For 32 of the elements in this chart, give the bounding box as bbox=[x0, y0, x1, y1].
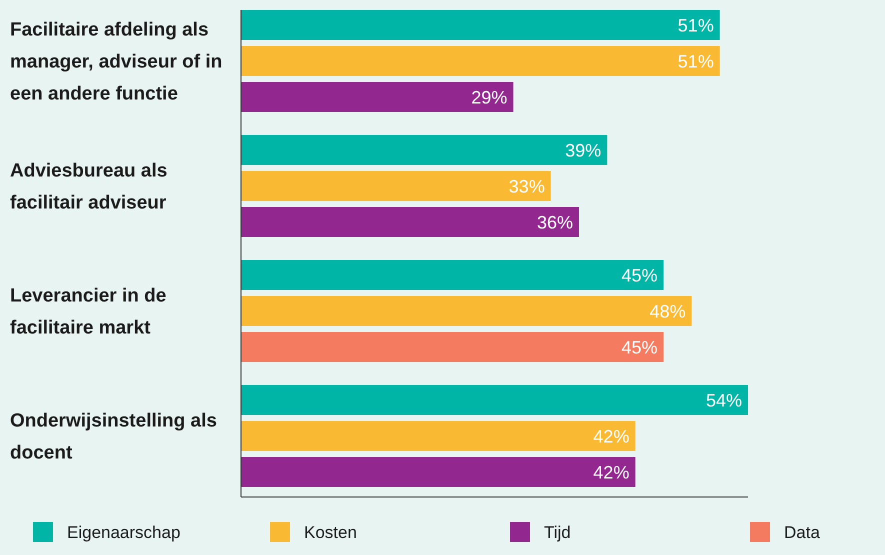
y-tick-label: Onderwijsinstelling als docent bbox=[10, 410, 217, 464]
data-label: 48% bbox=[650, 301, 686, 322]
bar bbox=[241, 296, 692, 326]
data-label: 36% bbox=[536, 212, 573, 232]
bar bbox=[241, 46, 720, 76]
bar bbox=[241, 457, 636, 487]
y-tick-label: Leverancier in de facilitaire markt bbox=[10, 286, 166, 339]
bar bbox=[241, 135, 608, 165]
data-label: 51% bbox=[678, 51, 714, 72]
legend-label: Tijd bbox=[544, 522, 571, 542]
bar bbox=[241, 421, 636, 451]
y-tick-label: Adviesbureau als facilitair adviseur bbox=[10, 160, 168, 214]
bar bbox=[241, 171, 551, 201]
data-label: 42% bbox=[593, 462, 630, 482]
bar bbox=[241, 260, 664, 290]
bar bbox=[241, 207, 579, 237]
data-label: 42% bbox=[593, 426, 630, 446]
data-label: 54% bbox=[706, 390, 742, 410]
bar bbox=[241, 82, 514, 112]
legend-label: Kosten bbox=[304, 522, 357, 542]
y-tick-label: Facilitaire afdeling als manager, adviseur of in een andere functie bbox=[10, 20, 222, 105]
data-label: 45% bbox=[621, 337, 658, 358]
data-label: 39% bbox=[565, 140, 602, 160]
data-label: 45% bbox=[621, 265, 658, 286]
bar bbox=[241, 10, 720, 40]
data-label: 51% bbox=[678, 15, 714, 36]
data-label: 33% bbox=[508, 176, 545, 196]
bar bbox=[241, 332, 664, 362]
bar bbox=[241, 385, 748, 415]
data-label: 29% bbox=[471, 87, 508, 108]
legend-label: Eigenaarschap bbox=[67, 522, 180, 542]
legend-label: Data bbox=[784, 522, 820, 542]
